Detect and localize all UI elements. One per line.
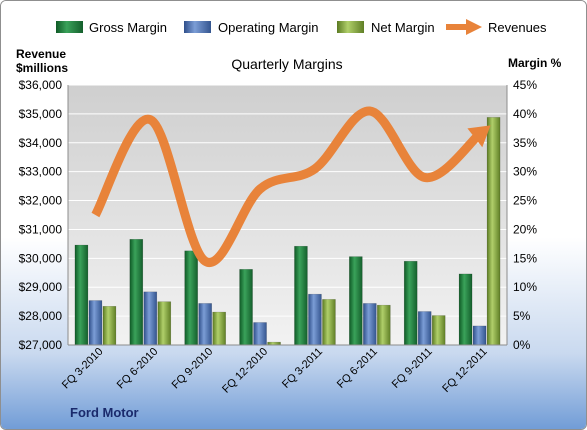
bar-gross-margin — [239, 269, 253, 346]
left-tick-label: $31,000 — [19, 222, 63, 236]
left-tick-label: $35,000 — [19, 107, 63, 121]
bar-net-margin — [486, 117, 501, 346]
right-axis-label: Margin % — [508, 56, 562, 70]
right-tick-label: 5% — [513, 309, 531, 323]
right-tick-label: 10% — [513, 280, 537, 294]
legend-swatch-gross-margin — [56, 21, 83, 33]
revenue-arrowhead — [467, 125, 491, 148]
right-tick-label: 15% — [513, 251, 537, 265]
bar-operating-margin — [308, 293, 322, 346]
right-tick-label: 30% — [513, 165, 537, 179]
legend-label-revenues: Revenues — [488, 20, 547, 35]
legend-swatch-net-margin — [337, 21, 364, 33]
bar-gross-margin — [74, 244, 89, 346]
bar-net-margin — [377, 304, 391, 346]
left-tick-label: $36,000 — [19, 78, 63, 92]
bar-net-margin — [102, 306, 117, 346]
legend-label-operating-margin: Operating Margin — [218, 20, 318, 35]
right-tick-label: 45% — [513, 78, 537, 92]
left-tick-label: $27,000 — [19, 338, 63, 352]
left-axis-ticks: $27,000 $28,000 $29,000 $30,000 $31,000 $32,0… — [19, 78, 63, 352]
right-tick-label: 35% — [513, 136, 537, 150]
legend-label-gross-margin: Gross Margin — [89, 20, 167, 35]
bar-operating-margin — [143, 291, 158, 346]
left-tick-label: $30,000 — [19, 251, 63, 265]
right-tick-label: 0% — [513, 338, 531, 352]
bar-gross-margin — [349, 256, 363, 346]
left-axis-label-line2: $millions — [16, 61, 68, 75]
legend-swatch-revenues — [446, 19, 482, 35]
bar-operating-margin — [198, 303, 212, 346]
right-tick-label: 25% — [513, 194, 537, 208]
bar-gross-margin — [184, 250, 198, 346]
revenue-line-group — [91, 106, 491, 267]
legend-label-net-margin: Net Margin — [371, 20, 435, 35]
legend-swatch-operating-margin — [184, 21, 211, 33]
revenue-line — [91, 106, 483, 267]
chart-title: Quarterly Margins — [231, 56, 342, 72]
left-axis-label-line1: Revenue — [16, 47, 66, 61]
bar-gross-margin — [458, 273, 473, 346]
left-tick-label: $33,000 — [19, 165, 63, 179]
legend: Gross Margin Operating Margin Net Margin… — [56, 19, 547, 35]
bar-operating-margin — [88, 300, 103, 346]
right-axis-ticks: 0% 5% 10% 15% 20% 25% 30% 35% 40% 45% — [513, 78, 537, 352]
bar-net-margin — [212, 311, 226, 346]
left-tick-label: $34,000 — [19, 136, 63, 150]
bar-net-margin — [157, 301, 172, 346]
right-tick-label: 40% — [513, 107, 537, 121]
bar-operating-margin — [363, 303, 377, 346]
bar-gross-margin — [403, 260, 418, 346]
bar-operating-margin — [472, 325, 487, 346]
bar-operating-margin — [253, 322, 267, 346]
bar-operating-margin — [417, 311, 432, 346]
bar-gross-margin — [294, 245, 308, 346]
bar-gross-margin — [129, 239, 144, 346]
bars — [74, 117, 501, 346]
left-tick-label: $29,000 — [19, 280, 63, 294]
left-tick-label: $28,000 — [19, 309, 63, 323]
left-tick-label: $32,000 — [19, 194, 63, 208]
company-label: Ford Motor — [70, 405, 139, 420]
bar-net-margin — [322, 299, 336, 346]
bar-net-margin — [431, 315, 446, 346]
right-tick-label: 20% — [513, 222, 537, 236]
